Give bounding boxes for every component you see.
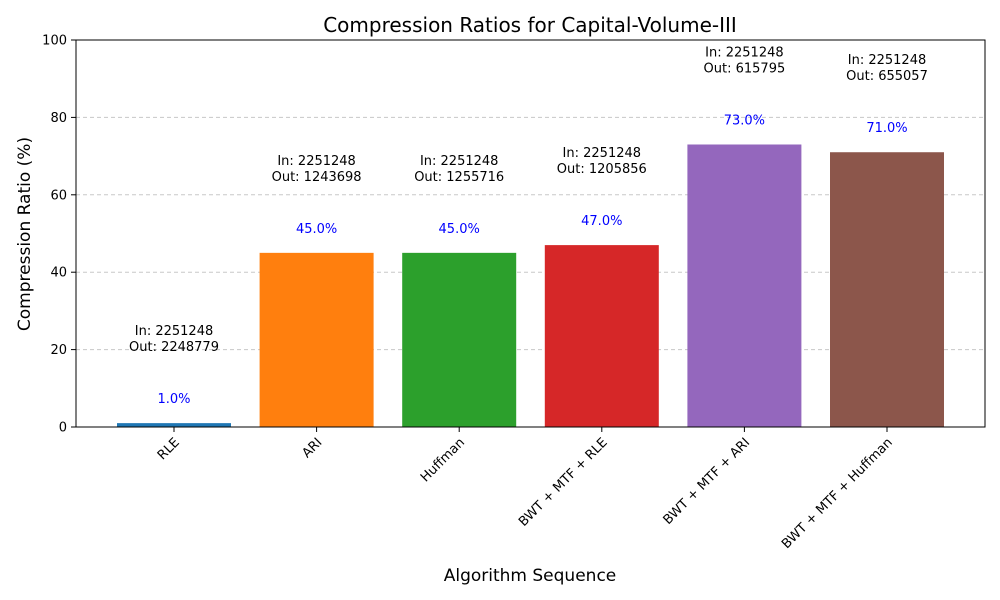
in-size-label: In: 2251248 xyxy=(420,154,498,169)
in-size-label: In: 2251248 xyxy=(277,154,355,169)
value-label: 1.0% xyxy=(157,392,190,407)
annotations: 1.0% 45.0% 45.0% 47.0% 73.0% 71.0% In: 2251248… xyxy=(129,45,928,407)
in-size-label: In: 2251248 xyxy=(848,53,926,68)
out-size-label: Out: 1205856 xyxy=(557,162,647,177)
out-size-label: Out: 615795 xyxy=(704,61,786,76)
bar xyxy=(402,252,517,427)
bar xyxy=(687,144,802,428)
value-label: 45.0% xyxy=(296,222,337,237)
plot-frame xyxy=(75,39,986,428)
value-label: 45.0% xyxy=(439,222,480,237)
x-tick-label: RLE xyxy=(155,435,183,463)
x-tick-label: ARI xyxy=(299,435,325,461)
bar xyxy=(117,423,231,427)
x-axis-label: Algorithm Sequence xyxy=(444,566,617,586)
bars xyxy=(117,144,944,428)
value-label: 73.0% xyxy=(724,113,765,128)
in-size-label: In: 2251248 xyxy=(135,324,213,339)
y-tick-label: 20 xyxy=(50,343,67,358)
out-size-label: Out: 1255716 xyxy=(414,170,504,185)
y-tick-label: 100 xyxy=(42,34,67,49)
bar xyxy=(830,152,944,428)
chart-title: Compression Ratios for Capital-Volume-II… xyxy=(323,13,737,37)
bar xyxy=(544,245,659,427)
y-tick-label: 60 xyxy=(50,188,67,203)
y-axis-label: Compression Ratio (%) xyxy=(15,137,35,331)
out-size-label: Out: 1243698 xyxy=(272,170,362,185)
value-label: 47.0% xyxy=(581,214,622,229)
x-tick-label: BWT + MTF + RLE xyxy=(516,435,611,530)
out-size-label: Out: 2248779 xyxy=(129,340,219,355)
x-tick-label: Huffman xyxy=(418,435,468,485)
in-size-label: In: 2251248 xyxy=(705,45,783,60)
in-size-label: In: 2251248 xyxy=(563,146,641,161)
bar xyxy=(259,252,374,427)
x-tick-label: BWT + MTF + ARI xyxy=(661,435,754,528)
x-tick-label: BWT + MTF + Huffman xyxy=(779,435,896,552)
y-tick-label: 40 xyxy=(50,266,67,281)
y-tick-label: 80 xyxy=(50,111,67,126)
out-size-label: Out: 655057 xyxy=(846,69,928,84)
value-label: 71.0% xyxy=(866,121,907,136)
y-tick-label: 0 xyxy=(59,421,67,436)
